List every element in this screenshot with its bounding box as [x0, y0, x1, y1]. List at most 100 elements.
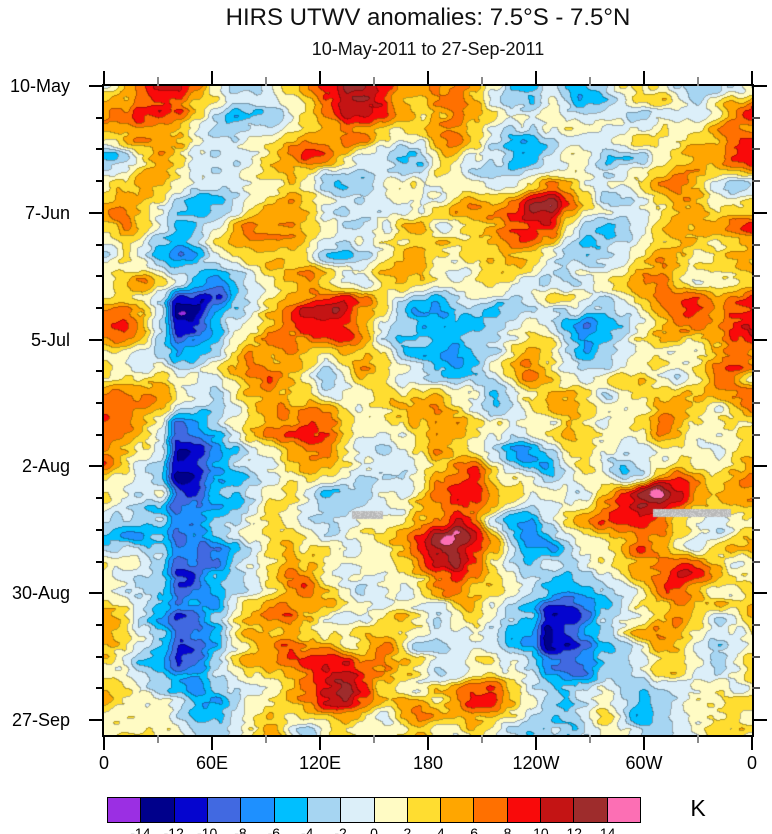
colorbar-segment — [274, 798, 308, 822]
axis-tick — [752, 244, 760, 246]
axis-tick — [481, 735, 483, 743]
axis-tick — [103, 71, 105, 86]
colorbar-tick-label: -14 — [130, 825, 151, 834]
axis-tick — [751, 735, 753, 750]
x-axis-tick-label: 0 — [746, 753, 757, 773]
axis-tick — [89, 85, 104, 87]
axis-tick — [96, 275, 104, 277]
colorbar-tick-label: -6 — [267, 825, 281, 834]
x-axis-tick-label: 60E — [195, 753, 229, 773]
colorbar-segment — [341, 798, 375, 822]
colorbar-tick-label: -10 — [197, 825, 218, 834]
axis-tick — [89, 339, 104, 341]
axis-tick — [643, 735, 645, 750]
axis-tick — [481, 77, 483, 86]
axis-tick — [752, 497, 760, 499]
colorbar-unit-label: K — [690, 795, 706, 821]
colorbar-segment — [541, 798, 575, 822]
axis-tick — [752, 212, 767, 214]
colorbar-segment — [407, 798, 442, 822]
axis-tick — [89, 212, 104, 214]
axis-tick — [752, 465, 767, 467]
colorbar-tick-label: 2 — [403, 825, 412, 834]
axis-tick — [319, 735, 321, 750]
colorbar-tick-label: 0 — [370, 825, 378, 834]
colorbar-segment — [474, 798, 508, 822]
colorbar-tick-label: -8 — [234, 825, 247, 834]
colorbar-segment — [374, 798, 408, 822]
axis-tick — [96, 117, 104, 119]
axis-tick — [373, 77, 375, 86]
axis-tick — [752, 434, 760, 436]
y-axis-tick-label: 5-Jul — [30, 330, 70, 350]
colorbar-segment — [174, 798, 208, 822]
colorbar-tick-label: 10 — [533, 825, 549, 834]
axis-tick — [752, 529, 760, 531]
axis-tick — [89, 592, 104, 594]
colorbar-segment — [307, 798, 342, 822]
axis-tick — [96, 497, 104, 499]
colorbar — [107, 797, 641, 823]
axis-tick — [89, 719, 104, 721]
colorbar-tick-label: 8 — [503, 825, 512, 834]
axis-tick — [157, 735, 159, 743]
colorbar-segment — [141, 798, 175, 822]
axis-tick — [96, 624, 104, 626]
axis-tick — [96, 180, 104, 182]
y-axis-tick-label: 10-May — [9, 76, 70, 96]
axis-tick — [752, 148, 760, 150]
axis-tick — [103, 735, 105, 750]
axis-tick — [752, 85, 767, 87]
colorbar-segment — [574, 798, 608, 822]
axis-tick — [752, 180, 760, 182]
axis-tick — [697, 735, 699, 743]
colorbar-segment — [108, 798, 142, 822]
axis-tick — [752, 656, 760, 658]
axis-tick — [535, 735, 537, 750]
axis-tick — [752, 307, 760, 309]
colorbar-tick-label: -12 — [163, 825, 184, 834]
y-axis-tick-label: 7-Jun — [24, 203, 70, 223]
axis-tick — [157, 77, 159, 86]
axis-tick — [211, 735, 213, 750]
axis-tick — [96, 434, 104, 436]
colorbar-tick-label: 12 — [566, 825, 583, 834]
axis-tick — [752, 402, 760, 404]
axis-tick — [427, 735, 429, 750]
x-axis-tick-label: 0 — [98, 753, 109, 773]
axis-tick — [427, 71, 429, 86]
axis-tick — [373, 735, 375, 743]
axis-tick — [752, 719, 767, 721]
colorbar-tick-label: 6 — [470, 825, 479, 834]
axis-tick — [752, 561, 760, 563]
axis-tick — [96, 687, 104, 689]
axis-tick — [96, 307, 104, 309]
y-axis-tick-label: 27-Sep — [11, 710, 70, 730]
axis-tick — [96, 244, 104, 246]
chart-subtitle: 10-May-2011 to 27-Sep-2011 — [311, 39, 545, 59]
colorbar-segment — [607, 798, 640, 822]
axis-tick — [96, 370, 104, 372]
axis-tick — [752, 339, 767, 341]
axis-tick — [752, 687, 760, 689]
axis-tick — [96, 529, 104, 531]
axis-tick — [96, 656, 104, 658]
hovmoller-field-canvas — [104, 86, 752, 735]
colorbar-segment — [207, 798, 242, 822]
axis-tick — [752, 117, 760, 119]
axis-tick — [319, 71, 321, 86]
axis-tick — [211, 71, 213, 86]
axis-tick — [752, 275, 760, 277]
x-axis-tick-label: 120E — [298, 753, 342, 773]
x-axis-tick-label: 60W — [625, 753, 663, 773]
x-axis-tick-label: 120W — [512, 753, 560, 773]
y-axis-tick-label: 30-Aug — [11, 583, 70, 603]
axis-tick — [265, 735, 267, 743]
colorbar-segment — [241, 798, 275, 822]
colorbar-tick-label: 4 — [436, 825, 445, 834]
colorbar-tick-label: -4 — [301, 825, 314, 834]
axis-tick — [752, 624, 760, 626]
colorbar-tick-label: 14 — [599, 825, 616, 834]
axis-tick — [96, 561, 104, 563]
